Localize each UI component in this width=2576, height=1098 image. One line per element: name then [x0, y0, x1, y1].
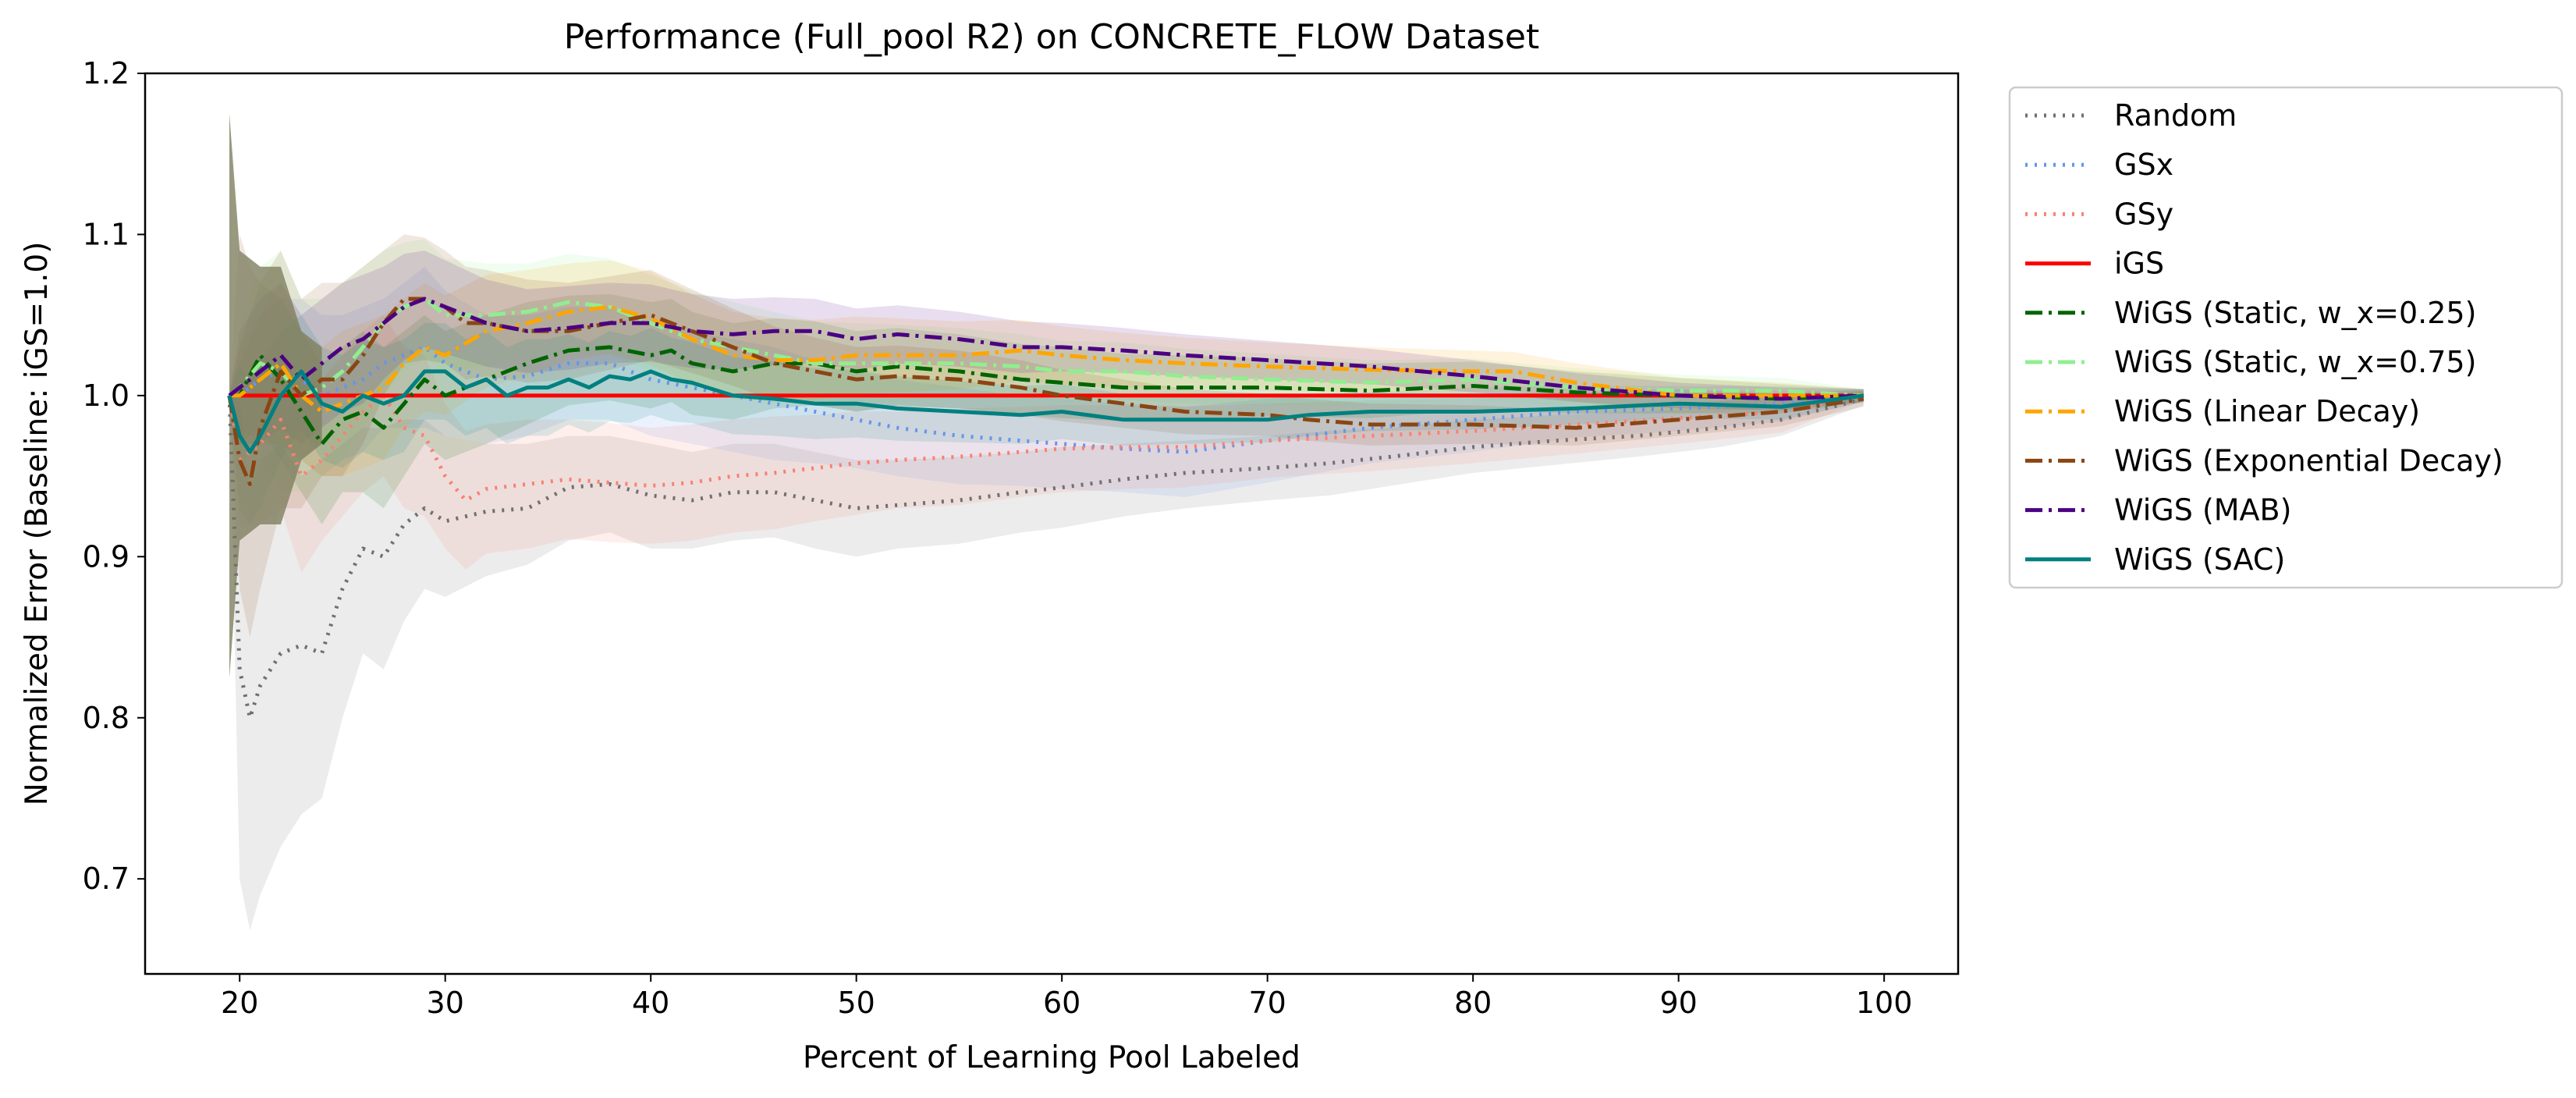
band-wigs-static-w-x-0-75: [229, 239, 1864, 492]
legend: Random GSx GSy iGS WiGS (Static, w_x=0.25) Wi…: [2008, 86, 2564, 589]
x-tick-label: 60: [1043, 986, 1080, 1020]
y-tick-label: 0.7: [83, 862, 130, 896]
y-axis-ticks: 0.7 0.8 0.9 1.0 1.1 1.2: [83, 56, 145, 896]
line-wigs-linear-decay: [229, 304, 1864, 414]
band-wigs-exponential-decay: [229, 234, 1864, 638]
legend-label-igs: iGS: [2114, 247, 2164, 281]
chart-title: Performance (Full_pool R2) on CONCRETE_F…: [564, 17, 1539, 57]
line-wigs-sac: [227, 369, 1865, 454]
legend-label-gsy: GSy: [2114, 197, 2173, 231]
plot-frame: [144, 72, 1960, 975]
y-axis-label: Normalized Error (Baseline: iGS=1.0): [20, 242, 55, 806]
line-wigs-mab: [228, 297, 1864, 401]
legend-label-wigs-exponential-decay: WiGS (Exponential Decay): [2114, 443, 2503, 478]
y-tick-label: 0.8: [83, 701, 130, 735]
legend-label-wigs-mab: WiGS (MAB): [2114, 493, 2291, 528]
series-lines: [227, 297, 1865, 720]
legend-label-wigs-sac: WiGS (SAC): [2114, 542, 2285, 577]
x-tick-label: 20: [221, 986, 258, 1020]
x-tick-label: 100: [1856, 986, 1913, 1020]
x-axis-ticks: 20 30 40 50 60 70 80 90 100: [221, 974, 1912, 1020]
line-wigs-exponential-decay: [227, 297, 1865, 486]
band-wigs-sac: [229, 314, 1864, 524]
legend-frame: [2008, 86, 2564, 589]
line-random: [227, 395, 1865, 720]
legend-label-wigs-static-w-x-0-75: WiGS (Static, w_x=0.75): [2114, 345, 2476, 379]
legend-label-wigs-linear-decay: WiGS (Linear Decay): [2114, 394, 2420, 428]
x-tick-label: 50: [838, 986, 875, 1020]
band-wigs-static-w-x-0-25: [229, 282, 1864, 524]
legend-label-random: Random: [2114, 98, 2237, 133]
line-wigs-static-w-x-0-25: [229, 345, 1864, 446]
y-tick-label: 1.1: [83, 217, 130, 251]
x-axis-label: Percent of Learning Pool Labeled: [803, 1040, 1300, 1075]
x-tick-label: 80: [1454, 986, 1492, 1020]
y-tick-label: 1.0: [83, 378, 130, 413]
legend-label-wigs-static-w-x-0-25: WiGS (Static, w_x=0.25): [2114, 296, 2476, 330]
y-tick-label: 1.2: [83, 56, 130, 91]
band-random: [229, 392, 1864, 931]
x-tick-label: 30: [427, 986, 464, 1020]
x-tick-label: 90: [1659, 986, 1697, 1020]
legend-label-gsx: GSx: [2114, 147, 2173, 182]
x-tick-label: 70: [1248, 986, 1286, 1020]
line-gsy: [227, 393, 1865, 503]
x-tick-label: 40: [632, 986, 669, 1020]
y-tick-label: 0.9: [83, 539, 130, 574]
